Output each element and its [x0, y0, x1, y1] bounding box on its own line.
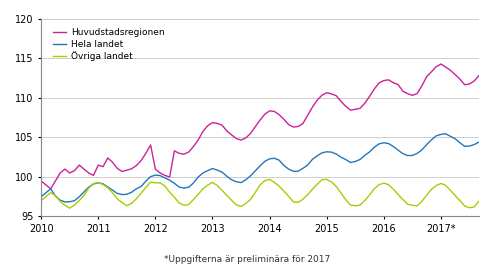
Övriga landet	[395, 193, 401, 196]
Huvudstadsregionen	[38, 179, 44, 183]
Hela landet	[133, 187, 139, 191]
Hela landet	[390, 145, 396, 148]
Hela landet	[114, 192, 120, 195]
Hela landet	[262, 160, 268, 163]
Legend: Huvudstadsregionen, Hela landet, Övriga landet: Huvudstadsregionen, Hela landet, Övriga …	[50, 25, 167, 64]
Huvudstadsregionen	[133, 164, 139, 167]
Huvudstadsregionen	[476, 74, 482, 77]
Övriga landet	[476, 200, 482, 203]
Huvudstadsregionen	[100, 165, 106, 168]
Hela landet	[38, 195, 44, 198]
Hela landet	[100, 182, 106, 186]
Line: Hela landet: Hela landet	[41, 134, 479, 202]
Övriga landet	[267, 178, 273, 181]
Huvudstadsregionen	[438, 63, 444, 66]
Hela landet	[476, 140, 482, 144]
Övriga landet	[114, 197, 120, 200]
Hela landet	[348, 161, 354, 164]
Huvudstadsregionen	[262, 113, 268, 116]
Line: Huvudstadsregionen: Huvudstadsregionen	[41, 64, 479, 189]
Övriga landet	[262, 179, 268, 182]
Huvudstadsregionen	[390, 81, 396, 84]
Övriga landet	[133, 197, 139, 200]
Huvudstadsregionen	[348, 109, 354, 112]
Text: *Uppgifterna är preliminära för 2017: *Uppgifterna är preliminära för 2017	[164, 255, 330, 264]
Övriga landet	[100, 183, 106, 186]
Hela landet	[62, 200, 68, 204]
Line: Övriga landet: Övriga landet	[41, 179, 479, 208]
Huvudstadsregionen	[114, 167, 120, 170]
Övriga landet	[67, 207, 73, 210]
Hela landet	[443, 132, 449, 135]
Övriga landet	[352, 204, 358, 207]
Huvudstadsregionen	[48, 187, 54, 191]
Övriga landet	[38, 199, 44, 202]
